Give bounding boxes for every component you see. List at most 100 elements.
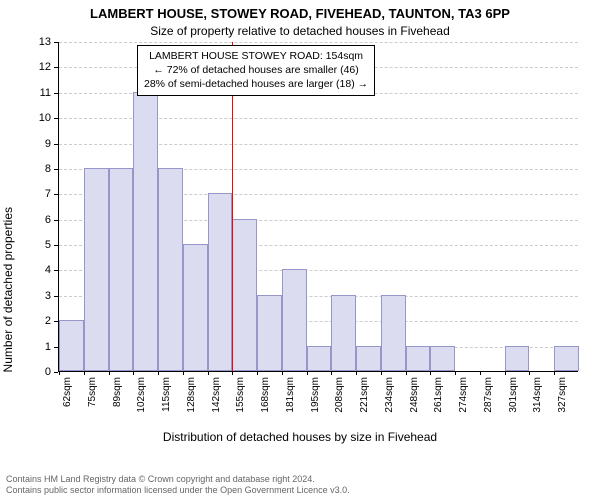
x-tick-label: 89sqm [112, 377, 123, 407]
chart-title-main: LAMBERT HOUSE, STOWEY ROAD, FIVEHEAD, TA… [0, 6, 600, 21]
y-tick [54, 169, 58, 170]
x-tick [257, 371, 258, 375]
x-tick-label: 208sqm [334, 377, 345, 413]
x-tick [356, 371, 357, 375]
y-tick-label: 5 [45, 239, 51, 251]
x-tick-label: 261sqm [433, 377, 444, 413]
x-tick-label: 327sqm [557, 377, 568, 413]
annotation-line: 28% of semi-detached houses are larger (… [144, 77, 368, 91]
annotation-box: LAMBERT HOUSE STOWEY ROAD: 154sqm← 72% o… [137, 45, 375, 96]
x-tick [133, 371, 134, 375]
histogram-bar [183, 244, 208, 371]
x-tick [554, 371, 555, 375]
y-tick [54, 245, 58, 246]
y-tick [54, 67, 58, 68]
histogram-bar [59, 320, 84, 371]
histogram-bar [381, 295, 406, 371]
histogram-bar [505, 346, 530, 371]
x-tick-label: 248sqm [409, 377, 420, 413]
x-tick [282, 371, 283, 375]
histogram-bar [84, 168, 109, 371]
y-tick [54, 220, 58, 221]
histogram-bar [257, 295, 282, 371]
x-tick [232, 371, 233, 375]
x-tick-label: 102sqm [136, 377, 147, 413]
x-tick-label: 128sqm [186, 377, 197, 413]
y-tick-label: 9 [45, 138, 51, 150]
chart-title-sub: Size of property relative to detached ho… [0, 24, 600, 38]
histogram-bar [356, 346, 381, 371]
x-tick-label: 168sqm [260, 377, 271, 413]
y-tick [54, 372, 58, 373]
histogram-bar [133, 92, 158, 371]
y-tick [54, 194, 58, 195]
x-tick-label: 62sqm [62, 377, 73, 407]
y-tick-label: 4 [45, 264, 51, 276]
x-tick [331, 371, 332, 375]
y-tick [54, 42, 58, 43]
x-tick-label: 155sqm [235, 377, 246, 413]
x-tick [307, 371, 308, 375]
x-tick [109, 371, 110, 375]
y-tick [54, 93, 58, 94]
x-tick [59, 371, 60, 375]
x-tick [480, 371, 481, 375]
y-axis-label: Number of detached properties [1, 124, 15, 289]
gridline [59, 42, 578, 43]
y-tick-label: 11 [40, 87, 51, 99]
x-tick [430, 371, 431, 375]
histogram-bar [430, 346, 455, 371]
x-axis-label: Distribution of detached houses by size … [0, 430, 600, 444]
x-tick [84, 371, 85, 375]
x-tick-label: 234sqm [384, 377, 395, 413]
histogram-bar [232, 219, 257, 371]
footer-attribution: Contains HM Land Registry data © Crown c… [6, 474, 594, 497]
chart-container: LAMBERT HOUSE, STOWEY ROAD, FIVEHEAD, TA… [0, 0, 600, 500]
x-tick [455, 371, 456, 375]
y-tick-label: 1 [45, 341, 51, 353]
y-tick-label: 6 [45, 214, 51, 226]
y-tick-label: 10 [39, 112, 51, 124]
x-tick [406, 371, 407, 375]
x-tick-label: 221sqm [359, 377, 370, 413]
y-tick [54, 144, 58, 145]
histogram-bar [282, 269, 307, 371]
x-tick-label: 181sqm [285, 377, 296, 413]
y-tick-label: 13 [39, 36, 51, 48]
y-tick [54, 270, 58, 271]
histogram-bar [208, 193, 233, 371]
x-tick [505, 371, 506, 375]
annotation-line: LAMBERT HOUSE STOWEY ROAD: 154sqm [144, 49, 368, 63]
histogram-bar [109, 168, 134, 371]
histogram-bar [331, 295, 356, 371]
x-tick-label: 287sqm [483, 377, 494, 413]
y-tick-label: 7 [45, 188, 51, 200]
x-tick [158, 371, 159, 375]
x-tick-label: 195sqm [310, 377, 321, 413]
x-tick-label: 142sqm [211, 377, 222, 413]
x-tick-label: 75sqm [87, 377, 98, 407]
y-tick [54, 118, 58, 119]
x-tick [208, 371, 209, 375]
histogram-bar [554, 346, 579, 371]
histogram-bar [158, 168, 183, 371]
y-tick-label: 3 [45, 290, 51, 302]
y-tick [54, 347, 58, 348]
y-tick [54, 296, 58, 297]
y-tick-label: 0 [45, 366, 51, 378]
histogram-bar [307, 346, 332, 371]
y-tick-label: 8 [45, 163, 51, 175]
x-tick-label: 314sqm [532, 377, 543, 413]
y-tick-label: 12 [39, 61, 51, 73]
x-tick-label: 301sqm [508, 377, 519, 413]
plot-area: 01234567891011121362sqm75sqm89sqm102sqm1… [58, 42, 578, 372]
x-tick [183, 371, 184, 375]
y-tick [54, 321, 58, 322]
footer-line-1: Contains HM Land Registry data © Crown c… [6, 474, 594, 485]
y-tick-label: 2 [45, 315, 51, 327]
annotation-line: ← 72% of detached houses are smaller (46… [144, 63, 368, 77]
footer-line-2: Contains public sector information licen… [6, 485, 594, 496]
x-tick-label: 115sqm [161, 377, 172, 412]
x-tick [529, 371, 530, 375]
x-tick [381, 371, 382, 375]
